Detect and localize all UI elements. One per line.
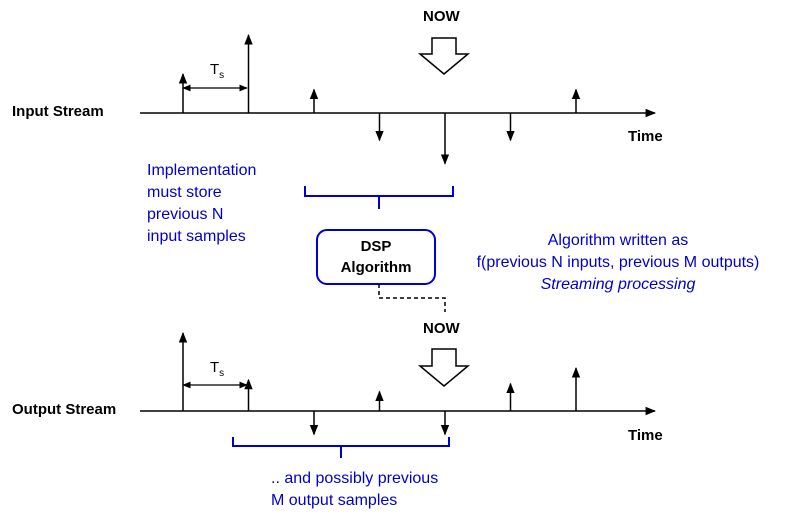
output-stream-label: Output Stream [12,401,116,418]
input-ts-label: Ts [210,61,224,81]
output-note-line-1: .. and possibly previous [271,470,438,487]
input-stream-label: Input Stream [12,103,104,120]
output-bracket [232,437,450,458]
output-samples [178,331,581,436]
input-note-line-2: must store [147,184,222,201]
input-bracket [304,186,454,209]
algorithm-note-line-1: Algorithm written as [548,232,689,249]
algorithm-note-line-2: f(previous N inputs, previous M outputs) [477,254,760,271]
dsp-to-output-connector [378,284,446,312]
input-note-line-3: previous N [147,206,223,223]
input-now-arrow-icon [417,37,471,75]
output-now-arrow-icon [417,348,471,387]
input-note-line-1: Implementation [147,162,256,179]
dsp-algorithm-box [316,229,436,285]
input-now-label: NOW [423,8,461,25]
dsp-box-line-1: DSP [361,238,392,255]
output-note-line-2: M output samples [271,492,397,509]
input-time-label: Time [628,128,663,145]
output-now-label: NOW [423,320,461,337]
algorithm-note-line-3: Streaming processing [541,276,696,293]
output-time-label: Time [628,427,663,444]
input-samples [178,33,581,165]
output-ts-label: Ts [210,359,224,379]
input-note-line-4: input samples [147,228,246,245]
dsp-box-line-2: Algorithm [341,259,412,276]
